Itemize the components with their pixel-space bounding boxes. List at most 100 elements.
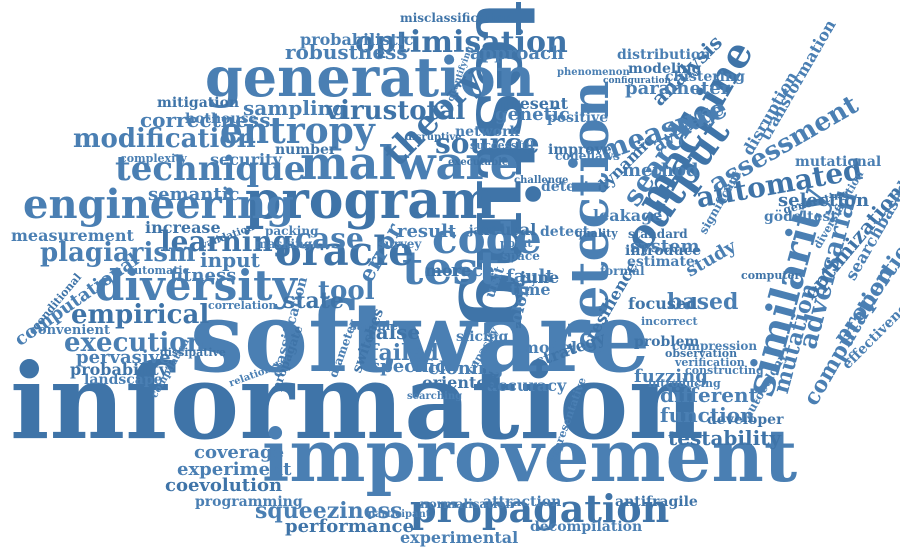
word-more: more [425,261,472,280]
word-race: race [451,260,495,281]
word-code: code [432,214,542,263]
word-oriented: oriented [422,373,498,392]
word-phenomenon: phenomenon [557,67,630,78]
word-improvement: improvement [262,413,798,498]
word-correlation: correlation [208,299,277,312]
word-neural: neural [478,220,537,239]
word-genetic: genetic [495,104,570,125]
word-modification: modification [73,124,256,154]
word-performance: performance [285,516,414,537]
word-constructing: constructing [685,364,764,377]
word-mutational: mutational [795,154,882,170]
word-state: state [283,288,344,314]
word-packing: packing [265,224,319,238]
word-malware: malware [300,136,519,190]
word-normalisation: normalisation [420,497,515,511]
word-tool: tool [318,276,375,306]
word-result: result [397,221,457,242]
word-empirical: empirical [71,300,210,330]
word-coverage: coverage [194,442,285,463]
word-configuration: configuration [603,76,672,86]
word-diversity: diversity [95,261,297,310]
word-challenge: challenge [514,175,569,186]
word-antifragile: antifragile [615,494,698,510]
word-plagiarism: plagiarism [40,238,196,268]
word-engineering: engineering [23,181,294,228]
word-verification: verification [675,356,745,369]
word-java: java [469,223,496,237]
word-coevolution: coevolution [165,475,283,496]
word-testability: testability [668,426,782,450]
word-based: based [667,289,739,315]
word-learning: learning [160,225,293,258]
word-network: network [455,124,520,140]
word-participant: participant [368,509,431,520]
word-method: method [622,160,699,181]
word-space: space [502,249,540,263]
word-focused: focused [628,294,698,313]
word-quality: quality [575,227,618,240]
word-probability: probability [70,360,168,379]
word-executable: executable [448,157,509,168]
word-formal: formal [600,264,645,278]
word-false: false [367,320,421,344]
word-point: point [500,237,533,250]
word-experimental: experimental [400,528,519,547]
word-convenient: convenient [30,323,110,338]
word-problem: problem [634,334,700,350]
word-parameter: parameter [625,78,731,99]
word-developer: developer [707,412,784,428]
word-masking: masking [255,237,313,251]
word-detect: detect [540,224,590,240]
word-squeeziness: squeeziness [255,498,403,524]
word-slicing: slicing [456,329,509,345]
word-test: test [402,241,500,295]
word-attraction: attraction [483,494,562,510]
word-program: program [245,170,496,231]
word-generation: generation [205,45,535,109]
word-misclassification: misclassification [400,11,513,25]
word-entropy: entropy [220,110,375,152]
word-modeling: modeling [628,61,702,77]
word-present: present [500,94,569,113]
word-fitness: fitness [170,265,237,286]
word-different: different [660,383,758,407]
word-dissipative: dissipative [160,346,226,359]
word-introducing: introducing [648,377,721,390]
word-specific: specific [370,356,447,377]
word-detector: detector [541,179,607,195]
word-incorrect: incorrect [641,315,698,328]
word-leakage: leakage [593,206,663,225]
word-standard: standard [628,227,688,241]
word-source: source [435,127,540,160]
word-programming: programming [195,494,303,510]
word-case: case [295,222,364,255]
word-approach: approach [470,43,565,64]
word-software: software [190,281,651,394]
word-computer: computer [741,269,801,282]
word-automatic: automatic [127,264,190,277]
word-correctness: correctness [140,108,271,132]
word-observation: observation [665,347,738,360]
word-searching: searching [407,391,463,402]
word-fuzzing: fuzzing [634,366,708,387]
word-introduce: introduce [625,243,702,259]
word-security: security [210,150,282,169]
word-probabilistic: probabilistic [300,30,414,49]
word-number: number [275,142,337,158]
word-disruptive: disruptive [405,132,462,143]
word-cloning: cloning [428,358,504,379]
word-experiment: experiment [177,459,292,480]
word-virustotal: virustotal [325,96,466,126]
word-selection: selection [778,190,870,211]
word-model: model [522,338,578,357]
word-sample: sample [350,319,398,333]
word-mitigation: mitigation [157,95,240,111]
word-hothouse: hothouse [185,111,258,127]
word-execution: execution [64,328,206,358]
word-gdeltest: gödeltest [764,209,837,225]
word-robustness: robustness [285,40,408,64]
word-failed: failed [369,340,439,366]
word-optimisation: optimisation [355,25,568,60]
